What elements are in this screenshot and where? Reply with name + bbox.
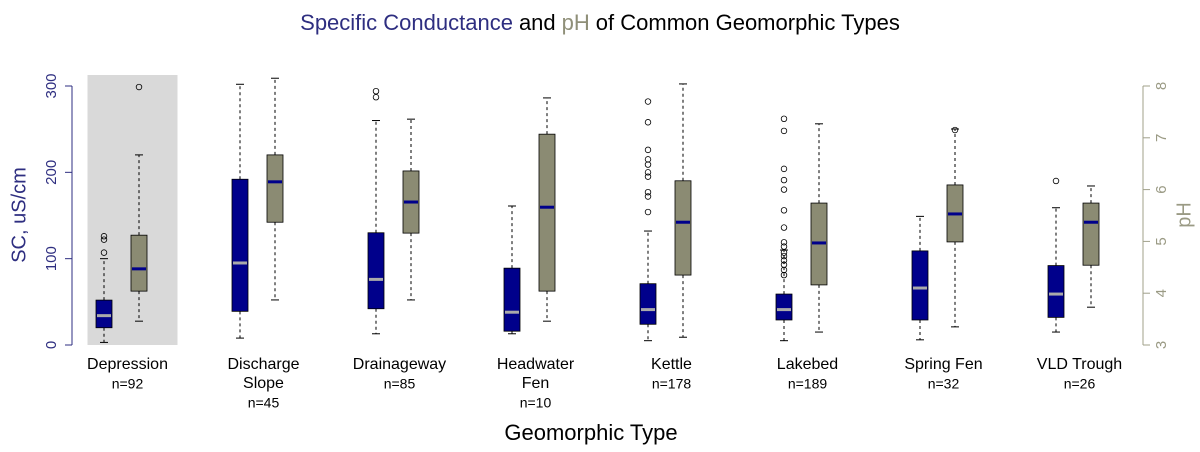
title-part: of Common Geomorphic Types: [596, 10, 900, 35]
y-tick-label: 200: [43, 160, 60, 185]
x-tick-label: VLD Trough: [1037, 356, 1122, 373]
x-axis-label: Geomorphic Type: [504, 420, 677, 445]
outlier: [135, 83, 143, 91]
y2-tick-label: 8: [1153, 82, 1170, 90]
outlier: [100, 236, 108, 243]
y2-axis-label: pH: [1173, 202, 1195, 228]
outlier: [780, 176, 788, 184]
outlier: [644, 98, 652, 105]
y-tick-label: 100: [43, 246, 60, 271]
box: [130, 234, 148, 292]
title-part: Specific Conductance: [300, 10, 513, 35]
outlier: [780, 207, 788, 214]
n-label: n=85: [384, 376, 416, 392]
box: [231, 178, 249, 312]
outlier: [780, 115, 788, 123]
y2-tick-label: 3: [1153, 341, 1170, 349]
outlier: [372, 94, 380, 101]
outlier: [644, 193, 652, 200]
outlier: [644, 173, 652, 180]
box: [1082, 202, 1100, 266]
y-tick-label: 300: [43, 73, 60, 98]
x-tick-label: Slope: [243, 375, 284, 392]
y-tick-label: 0: [43, 341, 60, 349]
x-tick-label: Lakebed: [777, 356, 838, 373]
outlier: [951, 126, 959, 134]
n-label: n=178: [652, 376, 692, 392]
x-tick-label: Spring Fen: [904, 356, 982, 373]
outlier: [780, 266, 788, 274]
x-tick-label: Fen: [522, 375, 550, 392]
n-label: n=32: [928, 376, 960, 392]
outlier: [780, 224, 788, 231]
box: [674, 180, 692, 276]
y2-tick-label: 5: [1153, 237, 1170, 245]
outlier: [644, 146, 652, 154]
n-label: n=26: [1064, 376, 1096, 392]
x-tick-label: Kettle: [651, 356, 692, 373]
box: [1047, 265, 1065, 318]
y2-tick-label: 7: [1153, 134, 1170, 142]
title-part: pH: [562, 10, 590, 35]
outlier: [780, 127, 788, 135]
outlier: [1052, 177, 1060, 185]
outlier: [780, 249, 788, 256]
outlier: [780, 186, 788, 193]
box: [911, 250, 929, 321]
n-label: n=189: [788, 376, 828, 392]
outlier: [780, 261, 788, 268]
x-tick-label: Headwater: [497, 356, 575, 373]
outlier: [644, 156, 652, 163]
box: [538, 133, 556, 292]
outlier: [780, 257, 788, 264]
outlier: [644, 119, 652, 126]
n-label: n=10: [520, 395, 552, 411]
n-label: n=92: [112, 376, 144, 392]
x-tick-label: Depression: [87, 356, 168, 373]
box: [775, 293, 793, 321]
y2-tick-label: 4: [1153, 289, 1170, 297]
n-label: n=45: [248, 395, 280, 411]
x-tick-label: Drainageway: [353, 356, 446, 373]
outlier: [372, 87, 380, 95]
outlier: [780, 271, 788, 279]
box: [367, 232, 385, 310]
outlier: [780, 243, 788, 250]
outlier: [100, 233, 108, 240]
x-tick-label: Discharge: [227, 356, 299, 373]
chart-title: Specific Conductance and pH of Common Geomo…: [300, 10, 900, 35]
y2-tick-label: 6: [1153, 185, 1170, 193]
outlier: [644, 208, 652, 216]
outlier: [780, 165, 788, 173]
box: [503, 267, 521, 332]
outlier: [644, 161, 652, 168]
box: [266, 154, 284, 223]
outlier: [644, 188, 652, 196]
box: [95, 299, 113, 329]
outlier: [100, 249, 108, 256]
y-axis-label: SC, uS/cm: [8, 167, 30, 263]
box: [639, 283, 657, 325]
outlier: [644, 169, 652, 176]
outlier: [780, 239, 788, 246]
outlier: [780, 252, 788, 260]
title-part: and: [519, 10, 556, 35]
